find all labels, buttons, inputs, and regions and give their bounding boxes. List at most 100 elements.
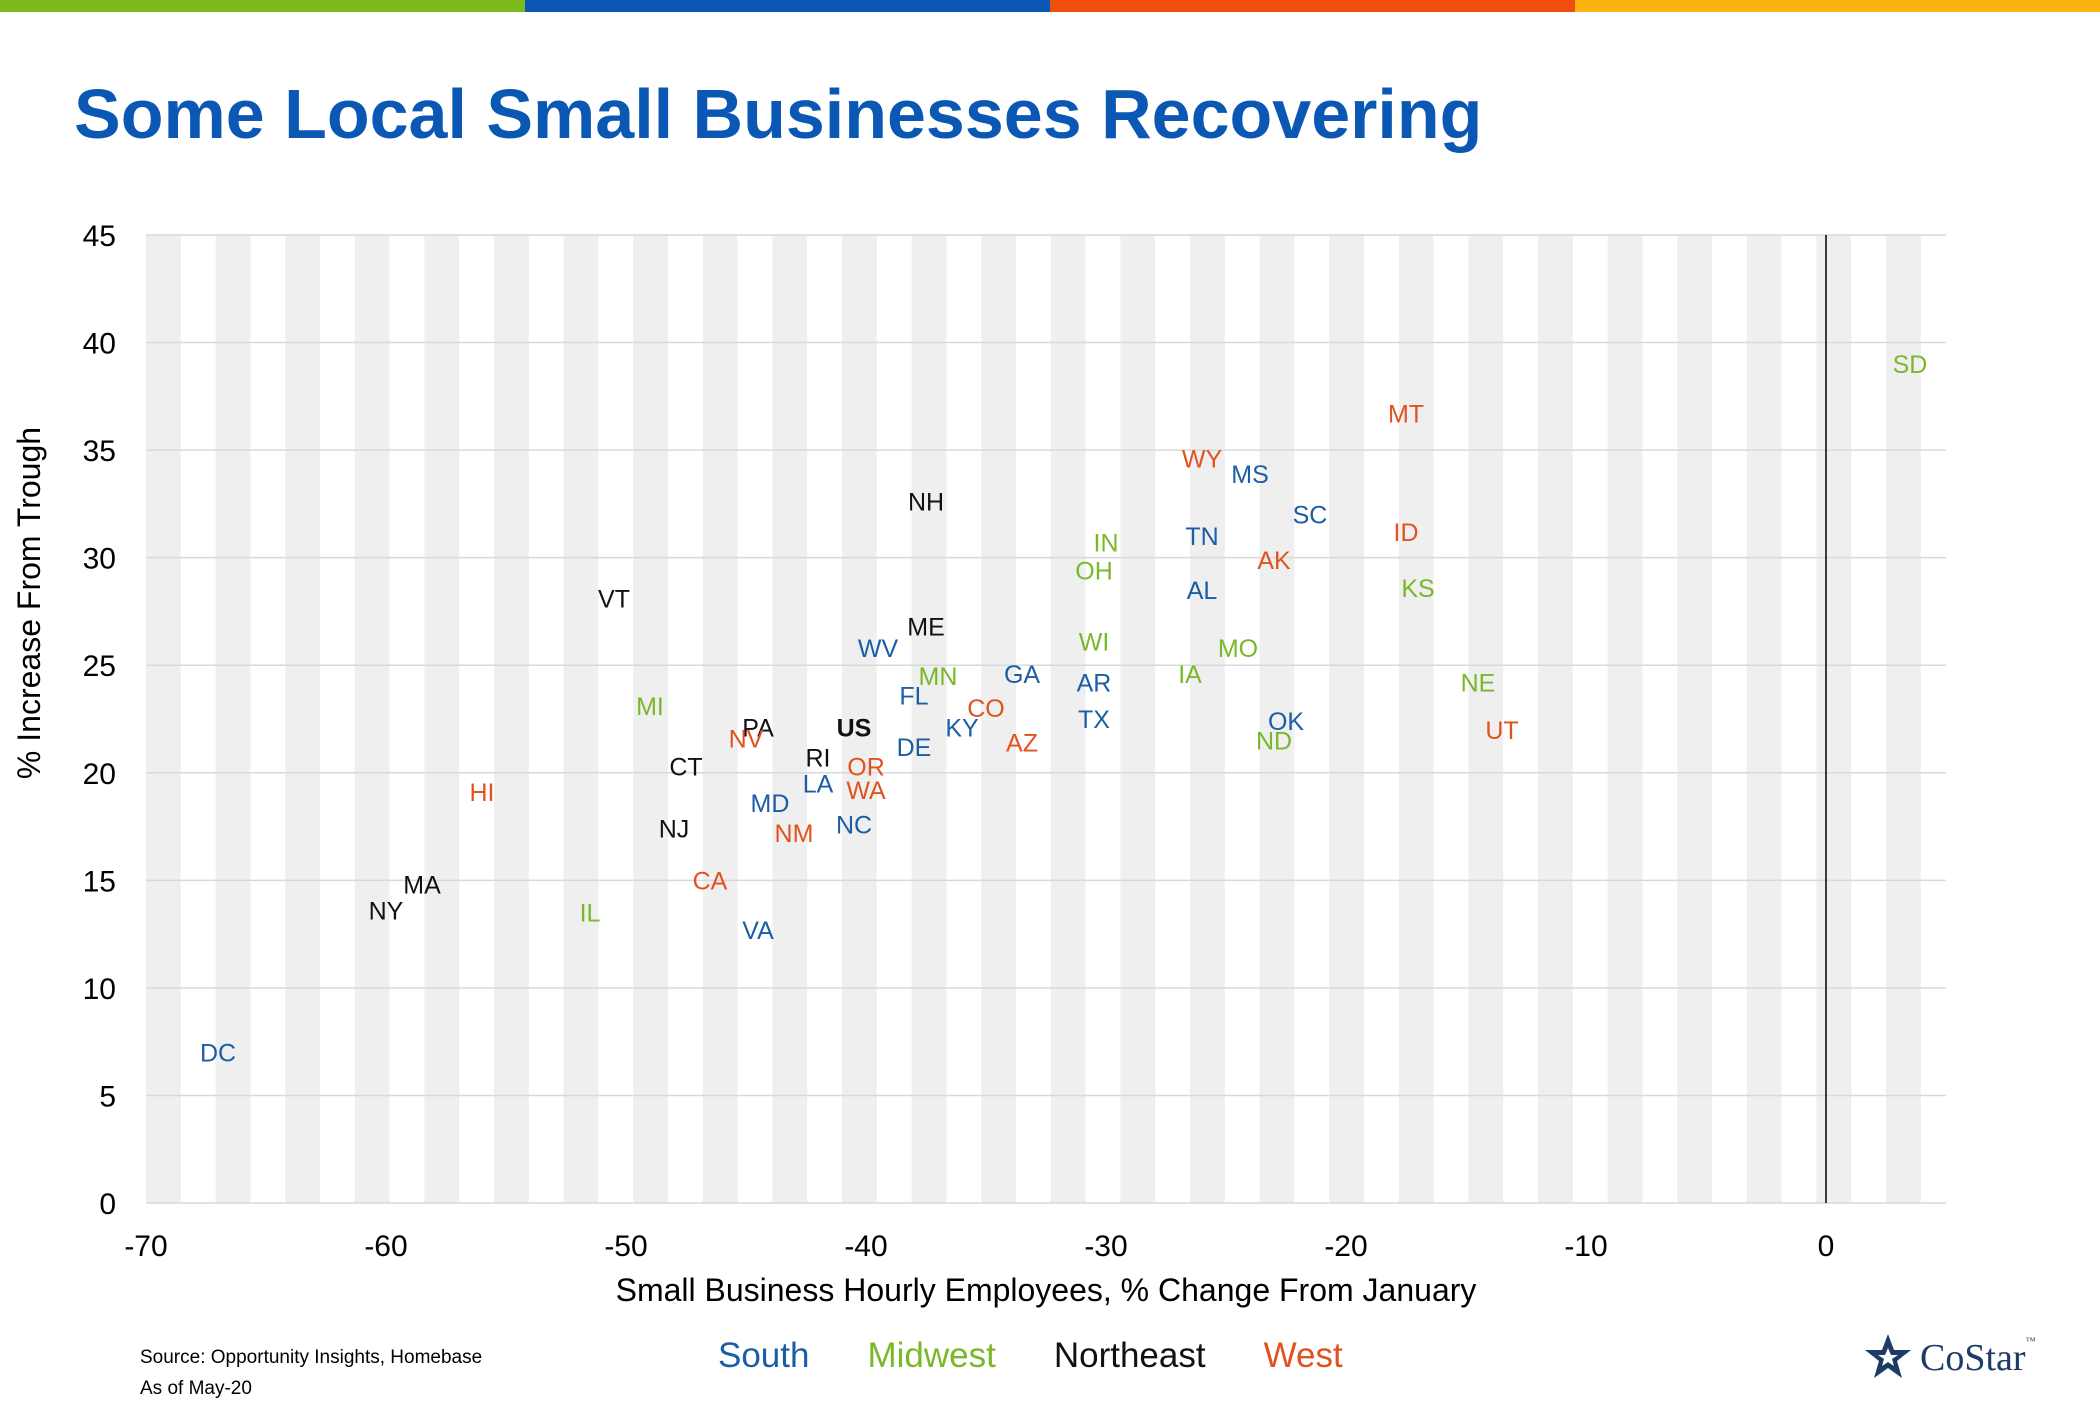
x-tick-label: 0 bbox=[1818, 1230, 1835, 1263]
background-band bbox=[1190, 235, 1225, 1203]
data-point-label: FL bbox=[899, 682, 928, 710]
chart-legend: South Midwest Northeast West bbox=[718, 1336, 1401, 1376]
background-band bbox=[1259, 235, 1295, 1203]
background-band bbox=[911, 235, 947, 1203]
data-point-label: WA bbox=[846, 777, 886, 805]
x-tick-label: -40 bbox=[844, 1230, 887, 1263]
data-point-label: VT bbox=[598, 586, 630, 614]
costar-logo-text: CoStar™ bbox=[1920, 1336, 2035, 1380]
source-line: Source: Opportunity Insights, Homebase bbox=[140, 1347, 483, 1368]
background-band bbox=[354, 235, 390, 1203]
y-tick-label: 45 bbox=[83, 220, 116, 253]
data-point-label: GA bbox=[1004, 661, 1040, 689]
data-point-label: CO bbox=[967, 695, 1005, 723]
background-band bbox=[772, 235, 808, 1203]
logo-trademark: ™ bbox=[2025, 1336, 2036, 1347]
data-point-label: CA bbox=[693, 867, 728, 895]
data-point-label: TN bbox=[1185, 523, 1218, 551]
x-tick-label: -20 bbox=[1324, 1230, 1367, 1263]
data-point-label: IL bbox=[580, 900, 601, 928]
data-point-label: TX bbox=[1078, 706, 1110, 734]
data-point-label: US bbox=[837, 715, 872, 743]
background-band bbox=[981, 235, 1016, 1203]
data-point-label: RI bbox=[806, 745, 831, 773]
x-tick-label: -70 bbox=[124, 1230, 167, 1263]
background-band bbox=[215, 235, 251, 1203]
page-title: Some Local Small Businesses Recovering bbox=[74, 75, 1483, 153]
x-tick-label: -10 bbox=[1564, 1230, 1607, 1263]
background-band bbox=[1677, 235, 1712, 1203]
data-point-label: WV bbox=[858, 635, 899, 663]
data-point-label: CT bbox=[669, 753, 702, 781]
data-point-label: OK bbox=[1268, 708, 1304, 736]
background-band bbox=[1468, 235, 1504, 1203]
data-point-label: NV bbox=[729, 725, 764, 753]
background-band bbox=[1607, 235, 1643, 1203]
y-tick-label: 20 bbox=[83, 758, 116, 791]
data-point-label: MA bbox=[403, 872, 441, 900]
costar-logo: CoStar™ bbox=[1862, 1332, 2035, 1384]
data-point-label: MD bbox=[751, 790, 790, 818]
data-point-label: DC bbox=[200, 1039, 236, 1067]
background-band bbox=[563, 235, 599, 1203]
data-point-label: NH bbox=[908, 489, 944, 517]
x-axis-label: Small Business Hourly Employees, % Chang… bbox=[616, 1272, 1477, 1308]
data-point-label: PA bbox=[742, 715, 774, 743]
legend-south: South bbox=[718, 1336, 810, 1375]
background-band bbox=[1746, 235, 1782, 1203]
top-color-bar bbox=[0, 0, 2100, 12]
background-band bbox=[842, 235, 877, 1203]
data-point-label: WI bbox=[1079, 629, 1110, 657]
background-band bbox=[285, 235, 320, 1203]
data-point-label: KY bbox=[945, 715, 979, 743]
data-point-label: MI bbox=[636, 693, 664, 721]
data-point-label: WY bbox=[1182, 446, 1223, 474]
data-point-label: NC bbox=[836, 811, 872, 839]
data-point-label: AR bbox=[1077, 669, 1112, 697]
data-point-label: IA bbox=[1178, 661, 1202, 689]
y-tick-label: 30 bbox=[83, 543, 116, 576]
background-band bbox=[1120, 235, 1156, 1203]
data-point-label: MO bbox=[1218, 635, 1258, 663]
top-bar-green bbox=[0, 0, 525, 12]
data-point-label: OR bbox=[847, 753, 885, 781]
y-tick-label: 35 bbox=[83, 435, 116, 468]
y-axis-label: % Increase From Trough bbox=[11, 427, 47, 779]
top-bar-orange bbox=[1050, 0, 1575, 12]
background-band bbox=[1050, 235, 1086, 1203]
top-bar-yellow bbox=[1575, 0, 2100, 12]
x-tick-label: -30 bbox=[1084, 1230, 1127, 1263]
data-point-label: MT bbox=[1388, 401, 1424, 429]
data-point-label: OH bbox=[1075, 558, 1113, 586]
source-note: Source: Opportunity Insights, Homebase A… bbox=[140, 1342, 482, 1404]
legend-midwest: Midwest bbox=[867, 1336, 996, 1375]
data-point-label: IN bbox=[1094, 530, 1119, 558]
data-point-label: NM bbox=[775, 820, 814, 848]
legend-west: West bbox=[1263, 1336, 1343, 1375]
y-tick-label: 40 bbox=[83, 328, 116, 361]
background-band bbox=[424, 235, 460, 1203]
data-point-label: HI bbox=[470, 779, 495, 807]
as-of-line: As of May-20 bbox=[140, 1378, 252, 1399]
background-band bbox=[1886, 235, 1921, 1203]
chart-axes: 0 5 10 15 20 25 30 35 40 45 -70 -60 -50 -40 -30 -20 -10 0 bbox=[83, 220, 1835, 1263]
legend-northeast: Northeast bbox=[1053, 1336, 1206, 1375]
x-tick-label: -60 bbox=[364, 1230, 407, 1263]
chart-points: SD MT WY MS NH SC ID TN IN AK OH KS AL VT ME WI WV MO IA GA… bbox=[200, 351, 1927, 1067]
data-point-label: DE bbox=[897, 734, 932, 762]
y-tick-label: 25 bbox=[83, 650, 116, 683]
data-point-label: NJ bbox=[659, 816, 690, 844]
data-point-label: AL bbox=[1187, 577, 1218, 605]
y-tick-label: 0 bbox=[99, 1188, 116, 1221]
background-band bbox=[633, 235, 668, 1203]
y-tick-label: 5 bbox=[99, 1080, 116, 1113]
data-point-label: NY bbox=[369, 897, 404, 925]
y-tick-label: 15 bbox=[83, 865, 116, 898]
x-tick-label: -50 bbox=[604, 1230, 647, 1263]
data-point-label: MS bbox=[1231, 461, 1269, 489]
data-point-label: KS bbox=[1401, 575, 1434, 603]
background-band bbox=[1816, 235, 1852, 1203]
data-point-label: VA bbox=[742, 917, 774, 945]
data-point-label: ID bbox=[1394, 519, 1419, 547]
background-band bbox=[494, 235, 529, 1203]
